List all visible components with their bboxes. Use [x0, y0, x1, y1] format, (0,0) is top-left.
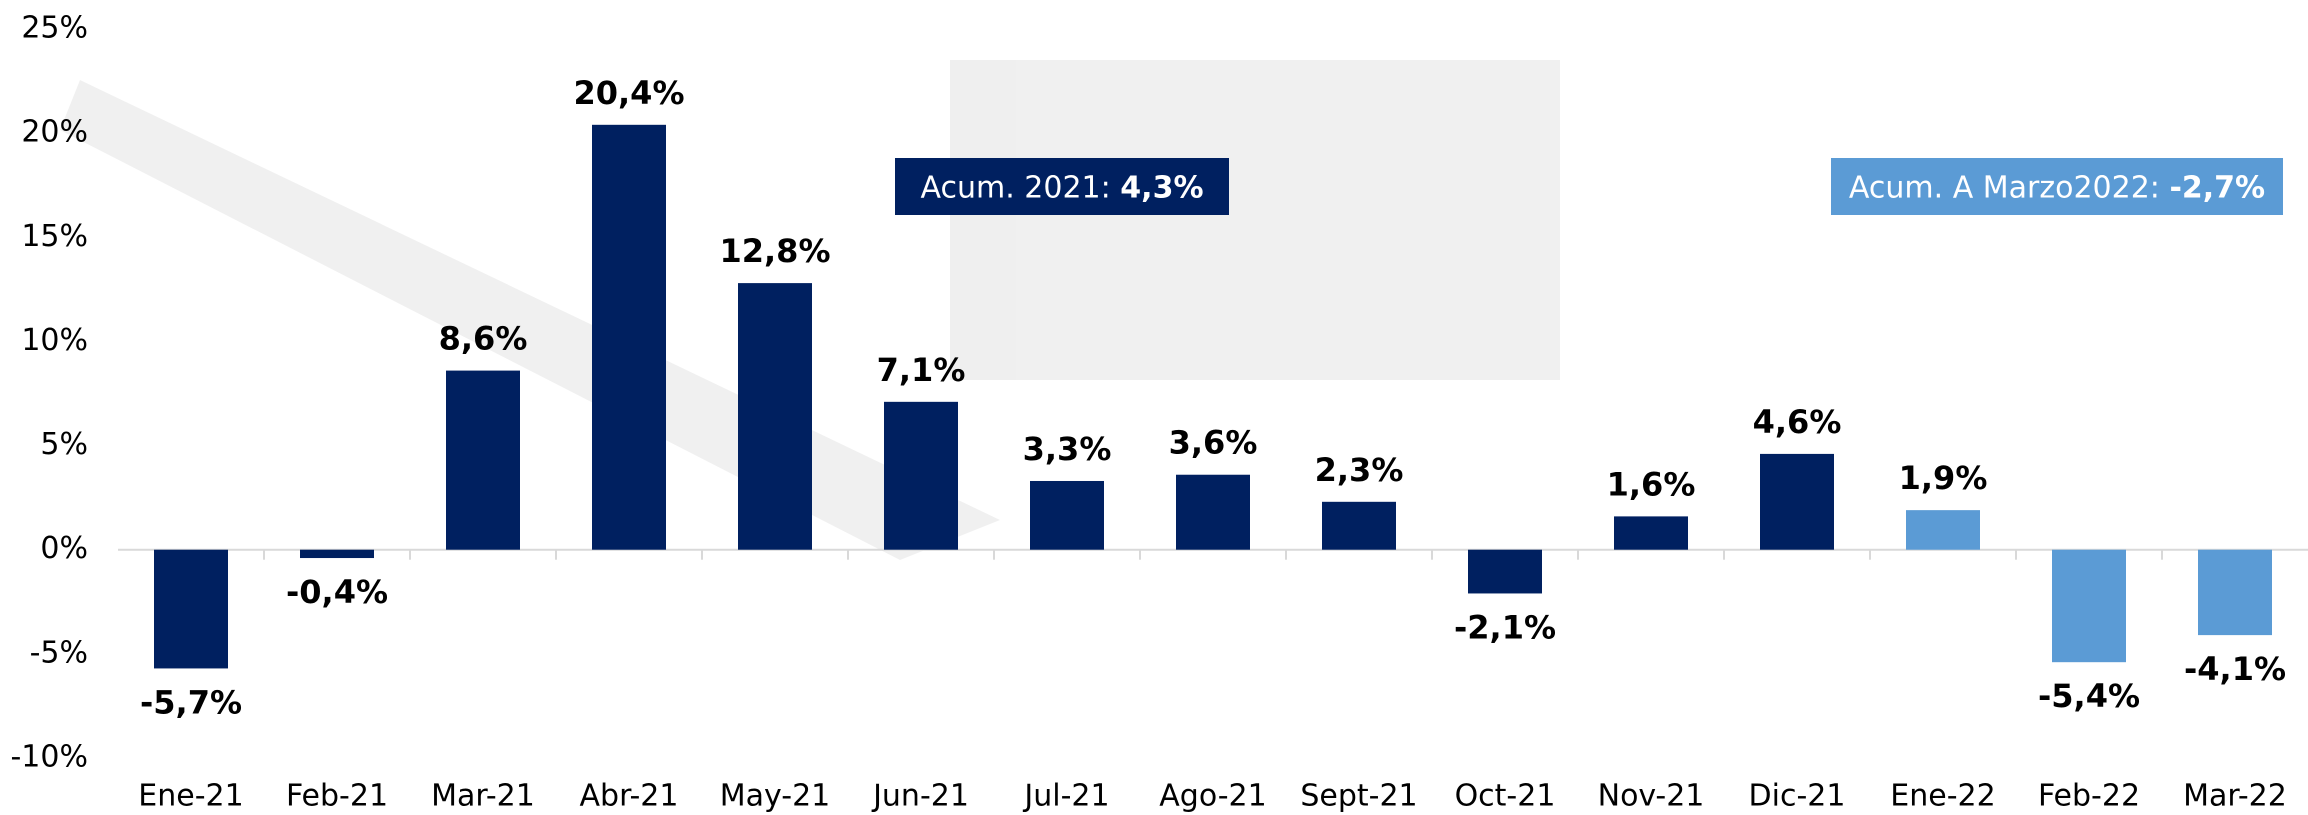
x-tick-label: May-21 [720, 779, 831, 814]
bar [446, 371, 520, 550]
value-label: 2,3% [1315, 451, 1404, 489]
value-label: -2,1% [1454, 608, 1556, 646]
bar [1322, 502, 1396, 550]
y-tick-label: -10% [10, 740, 88, 775]
bar [1760, 454, 1834, 550]
x-tick-label: Ene-22 [1890, 779, 1995, 814]
x-tick-label: Dic-21 [1749, 779, 1846, 814]
x-tick-label: Ene-21 [138, 779, 243, 814]
bar [1176, 475, 1250, 550]
value-label: -4,1% [2184, 650, 2286, 688]
x-tick-label: Feb-22 [2038, 779, 2140, 814]
annotation: Acum. A Marzo2022: -2,7% [1849, 170, 2265, 205]
x-tick-label: Sept-21 [1300, 779, 1417, 814]
y-tick-label: 20% [21, 115, 88, 150]
annotation-text: Acum. 2021: [921, 170, 1121, 205]
annotation-value: 4,3% [1120, 170, 1203, 205]
value-label: 12,8% [719, 232, 830, 270]
bar [884, 402, 958, 550]
y-tick-label: 10% [21, 323, 88, 358]
y-tick-label: 25% [21, 11, 88, 46]
value-label: 20,4% [573, 74, 684, 112]
y-tick-label: 5% [40, 427, 88, 462]
bar [1468, 550, 1542, 594]
x-tick-label: Mar-22 [2183, 779, 2287, 814]
value-label: 3,6% [1169, 424, 1258, 462]
value-label: 4,6% [1753, 403, 1842, 441]
y-tick-label: 15% [21, 219, 88, 254]
value-label: -5,4% [2038, 677, 2140, 715]
x-tick-label: Abr-21 [580, 779, 679, 814]
value-label: 3,3% [1023, 430, 1112, 468]
bar [154, 550, 228, 669]
value-label: 1,9% [1899, 459, 1988, 497]
x-tick-label: Jun-21 [871, 779, 969, 814]
x-tick-label: Feb-21 [286, 779, 388, 814]
annotation: Acum. 2021: 4,3% [921, 170, 1204, 205]
bar [592, 125, 666, 550]
chart: -10% -5% 0% 5% 10% 15% 20% 25% Ene-21 -5,7% Feb-21… [0, 0, 2308, 815]
x-tick-label: Jul-21 [1022, 779, 1109, 814]
x-tick-label: Nov-21 [1598, 779, 1705, 814]
x-tick-label: Mar-21 [431, 779, 535, 814]
bar [1906, 510, 1980, 550]
bar [2052, 550, 2126, 662]
x-tick-label: Ago-21 [1159, 779, 1266, 814]
y-tick-label: 0% [40, 531, 88, 566]
bar [1030, 481, 1104, 550]
x-tick-label: Oct-21 [1455, 779, 1556, 814]
value-label: -5,7% [140, 683, 242, 721]
value-label: 7,1% [877, 351, 966, 389]
y-tick-label: -5% [30, 635, 88, 670]
annotation-text: Acum. A Marzo2022: [1849, 170, 2170, 205]
value-label: 1,6% [1607, 465, 1696, 503]
value-label: 8,6% [439, 320, 528, 358]
value-label: -0,4% [286, 573, 388, 611]
bar [2198, 550, 2272, 635]
bar [738, 283, 812, 550]
bar [300, 550, 374, 558]
annotation-value: -2,7% [2169, 170, 2265, 205]
bar [1614, 516, 1688, 549]
